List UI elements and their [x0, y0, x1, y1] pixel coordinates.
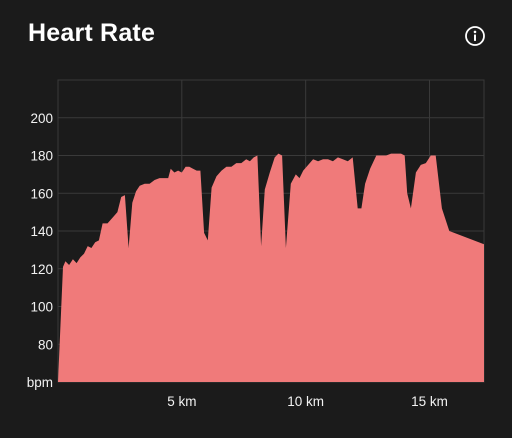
- info-button[interactable]: [464, 25, 486, 47]
- y-tick-label: 200: [30, 111, 53, 126]
- x-tick-label: 5 km: [167, 394, 196, 409]
- y-tick-label: 160: [30, 186, 53, 201]
- x-tick-label: 15 km: [411, 394, 448, 409]
- y-tick-label: 180: [30, 149, 53, 164]
- heart-rate-area: [58, 153, 484, 382]
- page-title: Heart Rate: [28, 19, 156, 47]
- y-tick-label: 80: [38, 337, 53, 352]
- info-circle-icon: [465, 26, 485, 46]
- y-unit-label: bpm: [27, 375, 53, 390]
- x-tick-label: 10 km: [287, 394, 324, 409]
- y-tick-label: 100: [30, 300, 53, 315]
- y-tick-label: 120: [30, 262, 53, 277]
- y-tick-label: 140: [30, 224, 53, 239]
